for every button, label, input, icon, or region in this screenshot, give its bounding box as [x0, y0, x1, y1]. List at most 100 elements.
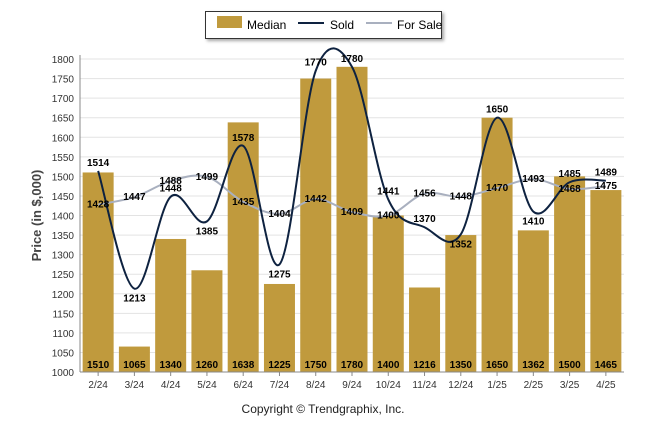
y-tick-label: 1600 — [52, 133, 75, 144]
median-data-label: 1225 — [268, 360, 291, 371]
x-tick-label: 8/24 — [306, 380, 326, 391]
for-sale-data-label: 1499 — [196, 172, 219, 183]
legend-label-median: Median — [247, 18, 287, 32]
line-layer — [97, 47, 606, 290]
sold-data-label: 1489 — [595, 168, 618, 179]
median-bar — [372, 215, 404, 372]
x-tick-label: 7/24 — [270, 380, 290, 391]
for-sale-data-label: 1447 — [123, 192, 146, 203]
sold-data-label: 1514 — [87, 158, 110, 169]
median-bar — [409, 287, 441, 372]
for-sale-data-label: 1428 — [87, 200, 110, 211]
y-tick-label: 1700 — [52, 94, 75, 105]
for-sale-data-label: 1448 — [450, 192, 473, 203]
y-tick-label: 1000 — [52, 368, 75, 379]
label-layer: 1510 1065 1340 1260 1638 1225 1750 1780 1400 1216… — [87, 54, 617, 371]
x-tick-label: 3/24 — [125, 380, 145, 391]
median-bar — [263, 283, 295, 372]
sold-data-label: 1352 — [450, 239, 473, 250]
y-tick-label: 1150 — [52, 309, 74, 320]
y-tick-label: 1400 — [52, 212, 75, 223]
sold-data-label: 1275 — [268, 269, 291, 280]
median-data-label: 1340 — [160, 360, 183, 371]
y-tick-label: 1500 — [52, 172, 75, 183]
x-tick-label: 4/24 — [161, 380, 181, 391]
sold-data-label: 1213 — [123, 294, 146, 305]
legend: Median Sold For Sale — [205, 11, 442, 39]
y-tick-label: 1250 — [52, 270, 75, 281]
y-tick-label: 1750 — [52, 75, 75, 86]
median-data-label: 1216 — [413, 360, 436, 371]
sold-data-label: 1370 — [413, 214, 436, 225]
median-bar — [155, 238, 187, 372]
median-bar — [118, 346, 150, 372]
legend-swatch-sold — [298, 22, 324, 24]
sold-data-label: 1441 — [377, 186, 400, 197]
median-data-label: 1750 — [305, 360, 328, 371]
for-sale-data-label: 1456 — [413, 189, 436, 200]
for-sale-line — [97, 174, 606, 218]
legend-label-sold: Sold — [330, 18, 355, 32]
median-data-label: 1362 — [522, 360, 545, 371]
x-tick-label: 6/24 — [233, 380, 253, 391]
for-sale-data-label: 1435 — [232, 197, 255, 208]
x-tick-label: 4/25 — [596, 380, 616, 391]
x-tick-label: 3/25 — [560, 380, 580, 391]
for-sale-data-label: 1475 — [595, 181, 618, 192]
median-data-label: 1650 — [486, 360, 509, 371]
y-tick-label: 1350 — [52, 231, 75, 242]
median-data-label: 1780 — [341, 360, 364, 371]
y-tick-label: 1800 — [52, 55, 75, 66]
sold-data-label: 1650 — [486, 105, 509, 116]
median-bar — [191, 270, 223, 372]
median-data-label: 1638 — [232, 360, 255, 371]
median-bar — [336, 66, 368, 372]
bar-layer — [82, 66, 622, 372]
y-tick-label: 1050 — [52, 348, 75, 359]
median-data-label: 1500 — [558, 360, 581, 371]
sold-line — [97, 47, 606, 290]
sold-data-label: 1770 — [305, 58, 328, 69]
median-data-label: 1065 — [123, 360, 146, 371]
sold-data-label: 1410 — [522, 217, 545, 228]
sold-data-label: 1780 — [341, 54, 364, 65]
x-tick-label: 12/24 — [448, 380, 473, 391]
median-bar — [227, 122, 259, 372]
median-bar — [590, 190, 622, 372]
for-sale-data-label: 1488 — [160, 176, 183, 187]
y-axis-title: Price (in $,000) — [29, 170, 44, 262]
median-bar — [82, 172, 114, 372]
median-data-label: 1510 — [87, 360, 110, 371]
y-tick-label: 1550 — [52, 153, 75, 164]
y-tick-label: 1650 — [52, 114, 75, 125]
y-tick-label: 1300 — [52, 251, 75, 262]
median-bar — [481, 117, 513, 372]
legend-swatch-for-sale — [366, 22, 392, 24]
x-tick-label: 5/24 — [197, 380, 217, 391]
sold-data-label: 1485 — [558, 169, 581, 180]
median-bar — [517, 230, 549, 372]
copyright-footer: Copyright © Trendgraphix, Inc. — [241, 402, 405, 416]
axis-layer: 1000 1050 1100 1150 1200 1250 1300 1350 1400 1450… — [29, 55, 624, 391]
x-tick-label: 1/25 — [487, 380, 507, 391]
for-sale-data-label: 1442 — [305, 194, 328, 205]
legend-label-for-sale: For Sale — [397, 18, 443, 32]
for-sale-data-label: 1409 — [341, 207, 364, 218]
median-data-label: 1465 — [595, 360, 618, 371]
y-tick-label: 1200 — [52, 290, 75, 301]
sold-data-label: 1448 — [160, 184, 183, 195]
sold-data-label: 1385 — [196, 226, 219, 237]
x-tick-label: 11/24 — [412, 380, 437, 391]
x-tick-label: 2/25 — [524, 380, 544, 391]
y-tick-label: 1100 — [52, 329, 74, 340]
median-bar — [445, 235, 477, 372]
for-sale-data-label: 1400 — [377, 211, 400, 222]
legend-swatch-median — [217, 16, 242, 28]
x-tick-label: 9/24 — [342, 380, 362, 391]
median-data-label: 1260 — [196, 360, 219, 371]
sold-data-label: 1578 — [232, 133, 255, 144]
x-tick-label: 2/24 — [88, 380, 108, 391]
median-bar — [554, 176, 586, 372]
